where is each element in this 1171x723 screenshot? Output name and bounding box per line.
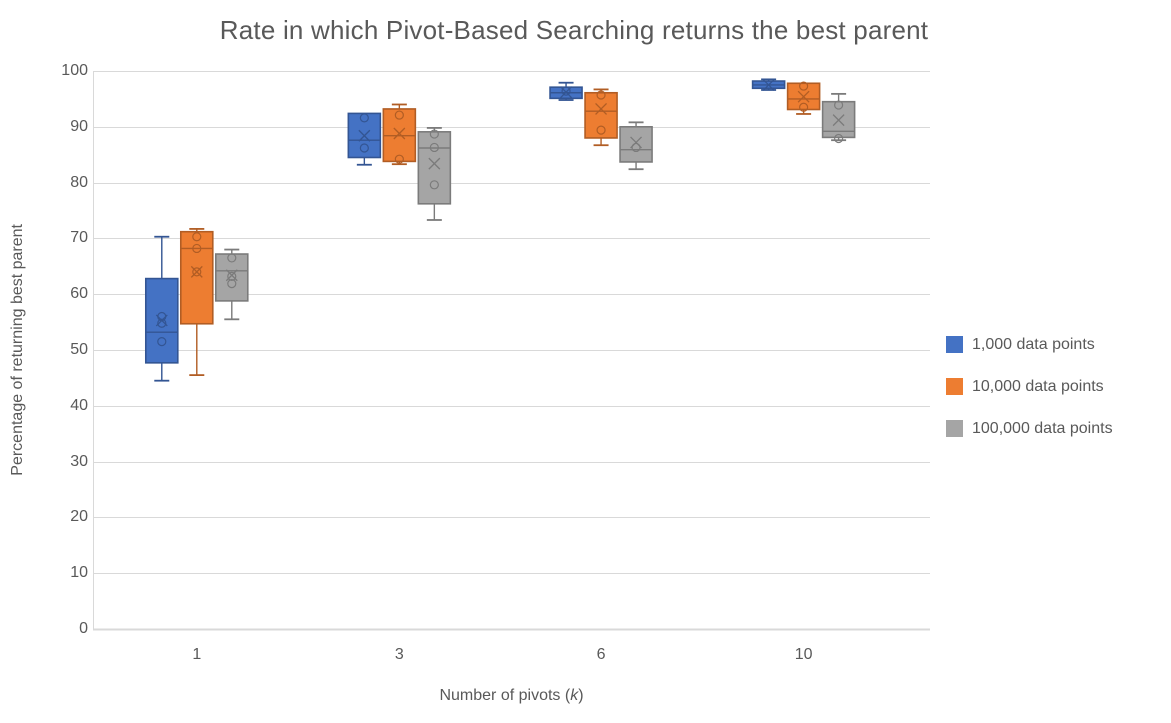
box-series1-k10 — [751, 78, 786, 91]
data-point — [359, 143, 369, 153]
chart-title: Rate in which Pivot-Based Searching retu… — [219, 15, 929, 45]
x-tick-label: 1 — [192, 646, 202, 663]
data-point — [359, 113, 369, 123]
data-point — [192, 243, 202, 254]
y-tick-label: 50 — [70, 341, 88, 358]
x-axis-title-prefix: Number of pivots ( — [439, 687, 571, 704]
box-series2-k1 — [179, 228, 214, 377]
data-point — [394, 154, 404, 164]
legend-swatch — [946, 378, 963, 395]
y-tick-label: 30 — [70, 452, 88, 470]
box-series3-k3 — [417, 127, 452, 221]
legend-item: 1,000 data points — [946, 336, 1113, 353]
box — [417, 131, 452, 205]
data-point — [227, 278, 237, 289]
mean-marker — [832, 114, 845, 127]
data-point — [799, 102, 809, 112]
legend-label: 100,000 data points — [972, 419, 1113, 437]
legend-swatch — [946, 420, 963, 437]
mean-marker — [225, 269, 238, 282]
plot-area — [93, 71, 930, 631]
data-point — [429, 180, 439, 190]
data-point — [834, 100, 844, 110]
mean-marker — [630, 136, 643, 149]
data-point — [429, 129, 439, 139]
box — [179, 230, 214, 325]
legend-swatch — [946, 336, 963, 353]
data-point — [227, 253, 237, 263]
mean-marker — [595, 102, 608, 115]
data-point — [561, 86, 571, 96]
y-tick-label: 80 — [70, 173, 88, 191]
legend-label: 10,000 data points — [972, 377, 1104, 395]
x-axis-title: Number of pivots (k) — [93, 687, 930, 705]
box-series3-k1 — [214, 248, 249, 321]
box — [584, 91, 618, 139]
legend: 1,000 data points 10,000 data points 100,0… — [946, 336, 1113, 462]
data-point — [631, 142, 641, 153]
box — [214, 253, 249, 302]
mean-marker — [428, 157, 441, 170]
mean-marker — [393, 127, 406, 140]
y-tick-label: 60 — [70, 285, 88, 303]
data-point — [429, 142, 439, 153]
mean-marker — [358, 129, 371, 142]
x-tick-label: 3 — [394, 646, 404, 663]
y-tick-label: 10 — [70, 564, 88, 582]
box — [619, 125, 653, 163]
data-point — [799, 81, 809, 91]
data-point — [596, 90, 606, 100]
box-series3-k6 — [619, 121, 653, 171]
mean-marker — [190, 265, 203, 278]
box-series3-k10 — [821, 92, 856, 144]
data-point — [227, 271, 237, 281]
box-series2-k10 — [786, 81, 821, 115]
legend-item: 100,000 data points — [946, 420, 1113, 437]
y-axis-ticks: 0 10 20 30 40 50 60 70 80 90 100 — [0, 0, 88, 723]
box-series2-k6 — [584, 88, 618, 147]
box-series2-k3 — [382, 103, 417, 166]
box-series1-k3 — [347, 112, 382, 166]
x-tick-label: 10 — [794, 646, 813, 663]
y-tick-label: 70 — [70, 229, 88, 247]
box-series1-k1 — [144, 235, 179, 382]
y-tick-label: 90 — [70, 117, 88, 135]
y-tick-label: 20 — [70, 508, 88, 526]
data-point — [596, 125, 606, 135]
data-point — [157, 318, 167, 328]
x-axis-title-k: k — [570, 687, 579, 704]
data-point — [192, 267, 202, 277]
data-point — [394, 110, 404, 120]
y-tick-label: 0 — [79, 620, 88, 637]
mean-marker — [797, 90, 810, 103]
y-tick-label: 40 — [70, 396, 88, 414]
data-point — [192, 232, 202, 242]
x-tick-label: 6 — [596, 646, 606, 663]
mean-marker — [560, 86, 573, 99]
data-point — [157, 337, 167, 347]
box-series1-k6 — [549, 81, 583, 101]
data-point — [834, 133, 844, 144]
legend-label: 1,000 data points — [972, 335, 1095, 353]
legend-item: 10,000 data points — [946, 378, 1113, 395]
mean-marker — [155, 314, 168, 327]
mean-marker — [762, 78, 775, 91]
x-axis-title-suffix: ) — [578, 687, 584, 704]
y-tick-label: 100 — [61, 62, 88, 79]
